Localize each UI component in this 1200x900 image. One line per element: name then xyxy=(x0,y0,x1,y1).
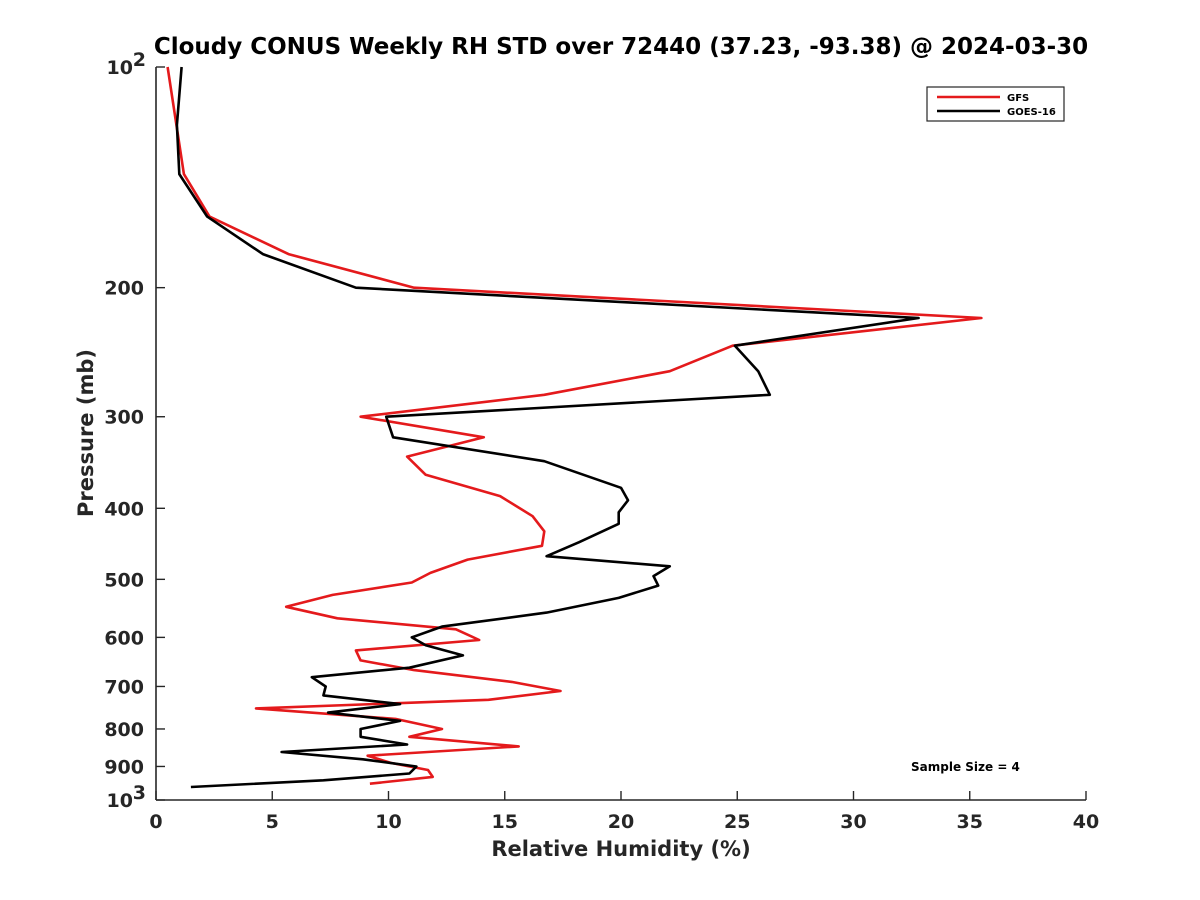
x-tick-label: 30 xyxy=(840,811,866,833)
y-tick-label: 300 xyxy=(104,407,144,429)
y-tick-label: 900 xyxy=(104,756,144,778)
axes xyxy=(155,67,1086,801)
x-tick-label: 20 xyxy=(608,811,634,833)
y-tick-label: 200 xyxy=(104,278,144,300)
series-line-gfs xyxy=(166,66,983,785)
x-axis-ticks: 0 5 10 15 20 25 30 35 40 xyxy=(149,791,1099,833)
x-tick-label: 40 xyxy=(1073,811,1099,833)
x-tick-label: 35 xyxy=(957,811,983,833)
y-axis-label: Pressure (mb) xyxy=(74,349,98,517)
y-tick-label: 10 xyxy=(107,790,133,812)
x-axis-label: Relative Humidity (%) xyxy=(491,837,750,861)
plot-area xyxy=(155,66,1086,801)
series-line-goes16 xyxy=(175,66,920,789)
chart-title: Cloudy CONUS Weekly RH STD over 72440 (3… xyxy=(154,34,1088,60)
series-group xyxy=(166,66,983,789)
x-tick-label: 25 xyxy=(724,811,750,833)
y-tick-label: 600 xyxy=(104,627,144,649)
x-tick-label: 5 xyxy=(266,811,279,833)
x-tick-label: 10 xyxy=(375,811,401,833)
legend: GFS GOES-16 xyxy=(926,86,1065,122)
y-tick-label: 800 xyxy=(104,719,144,741)
legend-box xyxy=(926,86,1065,122)
x-tick-label: 15 xyxy=(492,811,518,833)
legend-label-goes16: GOES-16 xyxy=(1007,107,1056,118)
x-tick-label: 0 xyxy=(149,811,162,833)
y-tick-label: 400 xyxy=(104,498,144,520)
y-tick-exponent: 3 xyxy=(133,782,146,804)
y-tick-label: 10 xyxy=(107,57,133,79)
y-tick-label: 700 xyxy=(104,676,144,698)
legend-label-gfs: GFS xyxy=(1007,93,1029,104)
y-tick-exponent: 2 xyxy=(133,49,146,71)
sample-size-annotation: Sample Size = 4 xyxy=(911,760,1020,774)
y-tick-label: 500 xyxy=(104,569,144,591)
